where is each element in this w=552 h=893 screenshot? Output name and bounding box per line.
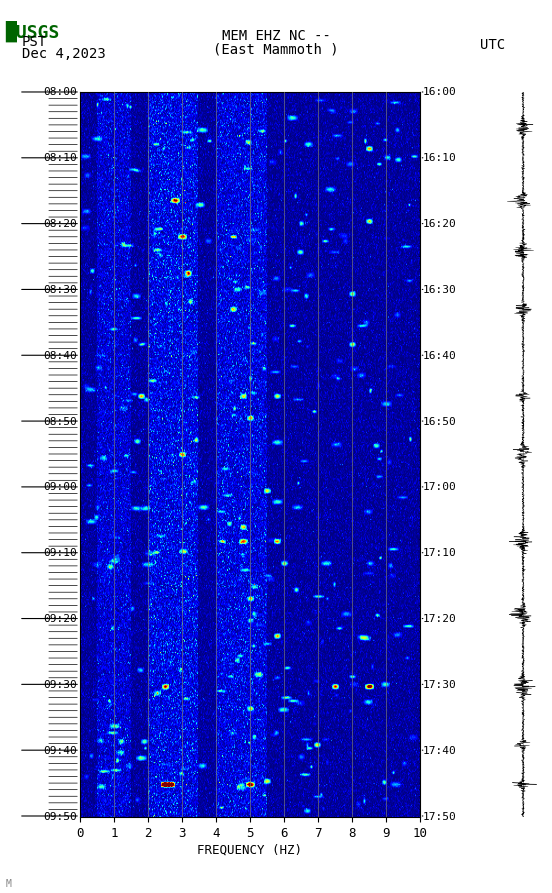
- Text: 09:30: 09:30: [44, 680, 77, 690]
- Text: MEM EHZ NC --: MEM EHZ NC --: [221, 29, 331, 43]
- Text: 17:10: 17:10: [422, 548, 456, 558]
- Text: (East Mammoth ): (East Mammoth ): [213, 42, 339, 56]
- Text: M: M: [6, 879, 12, 889]
- Text: 09:20: 09:20: [44, 614, 77, 624]
- Text: █USGS: █USGS: [6, 21, 60, 42]
- Text: 16:10: 16:10: [422, 153, 456, 163]
- Text: 17:00: 17:00: [422, 482, 456, 493]
- Text: 08:10: 08:10: [44, 153, 77, 163]
- Text: 16:30: 16:30: [422, 285, 456, 295]
- Text: 17:50: 17:50: [422, 812, 456, 822]
- Text: 17:20: 17:20: [422, 614, 456, 624]
- Text: 16:40: 16:40: [422, 351, 456, 361]
- Text: 09:40: 09:40: [44, 747, 77, 756]
- Text: 17:40: 17:40: [422, 747, 456, 756]
- Text: PST: PST: [22, 35, 47, 49]
- Text: UTC: UTC: [480, 38, 506, 52]
- Text: 17:30: 17:30: [422, 680, 456, 690]
- Text: 09:00: 09:00: [44, 482, 77, 493]
- X-axis label: FREQUENCY (HZ): FREQUENCY (HZ): [197, 844, 302, 857]
- Text: 08:20: 08:20: [44, 219, 77, 229]
- Text: 08:50: 08:50: [44, 416, 77, 427]
- Text: 09:10: 09:10: [44, 548, 77, 558]
- Text: 08:30: 08:30: [44, 285, 77, 295]
- Text: 16:20: 16:20: [422, 219, 456, 229]
- Text: Dec 4,2023: Dec 4,2023: [22, 46, 106, 61]
- Text: 16:50: 16:50: [422, 416, 456, 427]
- Text: 09:50: 09:50: [44, 812, 77, 822]
- Text: 16:00: 16:00: [422, 87, 456, 97]
- Text: 08:40: 08:40: [44, 351, 77, 361]
- Text: 08:00: 08:00: [44, 87, 77, 97]
